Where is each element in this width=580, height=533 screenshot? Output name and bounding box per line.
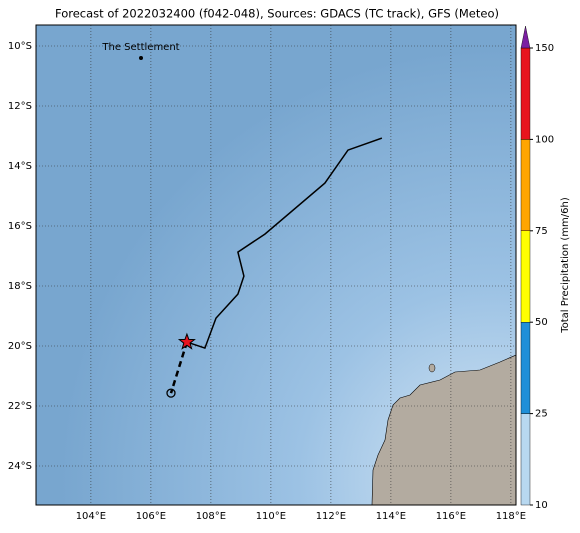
x-tick-label: 116°E [436, 511, 466, 522]
x-tick-label: 110°E [256, 511, 286, 522]
x-tick-label: 106°E [136, 511, 166, 522]
colorbar-tick-label: 150 [535, 43, 554, 54]
forecast-position [166, 388, 176, 398]
y-tick-label: 10°S [8, 41, 32, 52]
y-tick-label: 12°S [8, 101, 32, 112]
place-marker [139, 56, 143, 60]
x-tick-label: 108°E [196, 511, 226, 522]
x-tick-label: 114°E [376, 511, 406, 522]
x-tick-label: 112°E [316, 511, 346, 522]
place-label: The Settlement [101, 42, 179, 53]
colorbar-tick-label: 25 [535, 409, 548, 420]
y-tick-label: 20°S [8, 341, 32, 352]
colorbar-segment [520, 47, 531, 140]
australia-land [371, 354, 516, 505]
x-tick-label: 104°E [76, 511, 106, 522]
colorbar-tick-label: 75 [535, 226, 548, 237]
map-title: Forecast of 2022032400 (f042-048), Sourc… [55, 7, 499, 21]
colorbar-tick-label: 100 [535, 134, 554, 145]
colorbar-segment [520, 230, 531, 323]
y-tick-label: 14°S [8, 161, 32, 172]
colorbar-segment [520, 139, 531, 231]
colorbar-label: Total Precipitation (mm/6h) [560, 197, 571, 334]
forecast-track [169, 341, 189, 394]
colorbar-segment [520, 322, 531, 414]
tc-track [186, 137, 383, 350]
x-tick-label: 118°E [496, 511, 526, 522]
y-tick-label: 18°S [8, 281, 32, 292]
colorbar-extension [520, 25, 531, 49]
colorbar-tick-label: 50 [535, 317, 548, 328]
y-tick-label: 22°S [8, 401, 32, 412]
colorbar-tick-label: 10 [535, 500, 548, 511]
map-frame [35, 24, 517, 506]
island [428, 363, 436, 373]
y-tick-label: 16°S [8, 221, 32, 232]
map-area: The Settlement [36, 25, 516, 505]
y-tick-label: 24°S [8, 461, 32, 472]
colorbar-segment [520, 413, 531, 506]
current-position [177, 332, 196, 350]
